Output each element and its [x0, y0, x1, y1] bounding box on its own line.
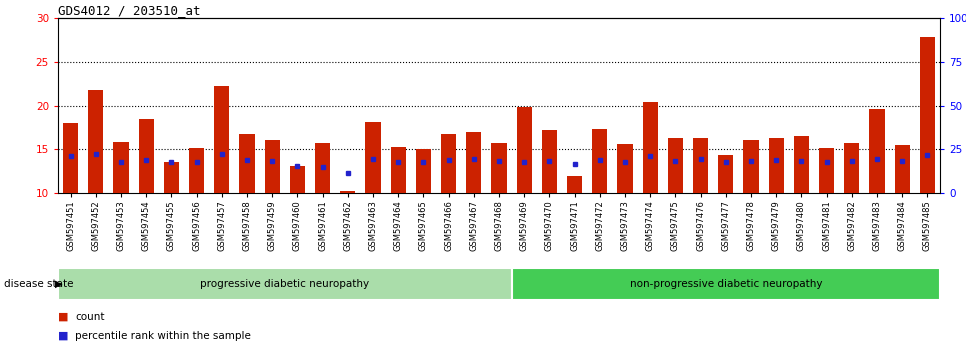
Bar [113, 142, 128, 193]
Bar [467, 132, 481, 193]
Bar [719, 155, 733, 193]
Bar [542, 130, 557, 193]
Bar [617, 144, 633, 193]
Bar [869, 109, 885, 193]
Bar [139, 119, 154, 193]
Bar [920, 37, 935, 193]
Bar [63, 123, 78, 193]
Bar [517, 107, 531, 193]
Bar [512, 268, 940, 300]
Text: progressive diabetic neuropathy: progressive diabetic neuropathy [200, 279, 369, 289]
Bar [164, 162, 179, 193]
Bar [265, 139, 280, 193]
Text: ■: ■ [58, 312, 69, 321]
Bar [642, 102, 658, 193]
Bar [290, 166, 305, 193]
Bar [415, 149, 431, 193]
Text: GDS4012 / 203510_at: GDS4012 / 203510_at [58, 4, 201, 17]
Bar [88, 90, 103, 193]
Bar [592, 129, 608, 193]
Text: disease state: disease state [4, 279, 73, 289]
Bar [492, 143, 506, 193]
Bar [365, 122, 381, 193]
Text: ▶: ▶ [55, 279, 63, 289]
Text: percentile rank within the sample: percentile rank within the sample [75, 331, 251, 341]
Bar [189, 148, 204, 193]
Bar [693, 138, 708, 193]
Bar [744, 139, 758, 193]
Bar [794, 136, 809, 193]
Bar [315, 143, 330, 193]
Text: ■: ■ [58, 331, 69, 341]
Bar [819, 148, 835, 193]
Text: non-progressive diabetic neuropathy: non-progressive diabetic neuropathy [630, 279, 822, 289]
Bar [567, 176, 582, 193]
Bar [340, 191, 355, 193]
Bar [844, 143, 860, 193]
Bar [390, 147, 406, 193]
Bar [240, 133, 255, 193]
Bar [668, 138, 683, 193]
Bar [58, 268, 512, 300]
Bar [214, 86, 229, 193]
Bar [441, 135, 456, 193]
Text: count: count [75, 312, 105, 321]
Bar [895, 145, 910, 193]
Bar [769, 138, 783, 193]
